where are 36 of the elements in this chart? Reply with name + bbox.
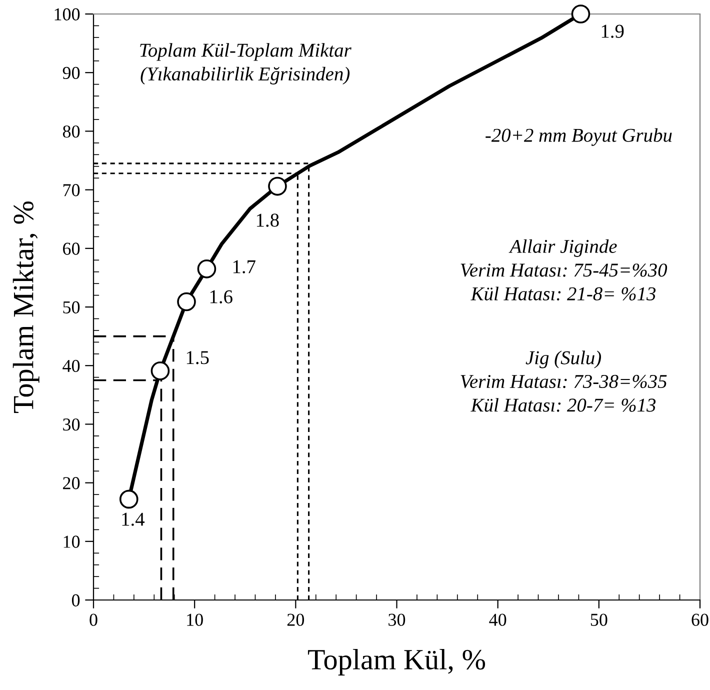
x-tick-label: 60 [692, 614, 708, 626]
y-tick-label: 0 [72, 594, 80, 606]
annotation: 1.5 [186, 351, 209, 364]
y-tick-label: 20 [63, 477, 80, 490]
point [119, 490, 138, 509]
x-tick-label: 30 [388, 614, 406, 626]
y-tick-label: 100 [54, 8, 80, 20]
annotation: 1.8 [256, 214, 279, 227]
y-tick-label: 90 [62, 66, 80, 80]
y-tick-label: 70 [63, 184, 80, 196]
point [571, 4, 590, 24]
y-tick-label: 60 [63, 242, 80, 255]
annotation: 1.9 [602, 24, 624, 38]
point [197, 260, 216, 278]
annotation: -20+2 mm Boyut Grubu [486, 128, 672, 146]
y-tick-label: 50 [63, 301, 80, 314]
point [177, 292, 196, 312]
y-tick-label: 30 [63, 418, 80, 431]
annotation: Allair Jiginde Verim Hatası: 75-45=%30 Kül Hatası: 21-8= %13 [460, 239, 668, 300]
x-tick-label: 10 [187, 614, 203, 626]
x-tick-label: 0 [90, 614, 98, 626]
x-tick-label: 20 [287, 614, 304, 626]
y-tick-label: 10 [64, 536, 80, 548]
annotation: Jig (Sulu) Verim Hatası: 73-38=%35 Kül Hatası: 20-7= %13 [460, 350, 667, 412]
point [268, 176, 287, 196]
annotation: Toplam Kül-Toplam Miktar (Yıkanabilirlik Eğrisinden) [140, 43, 352, 84]
y-tick-label: 40 [62, 360, 80, 372]
x-tick-label: 40 [489, 614, 506, 626]
x-tick-label: 50 [590, 614, 608, 626]
annotation: 1.4 [122, 512, 145, 526]
annotation: 1.7 [233, 260, 256, 274]
point [150, 361, 170, 380]
annotation: 1.6 [210, 290, 232, 304]
y-axis-title: Toplam Miktar, % [12, 201, 40, 414]
y-tick-label: 80 [62, 125, 80, 138]
x-axis-title: Toplam Kül, % [308, 649, 486, 676]
